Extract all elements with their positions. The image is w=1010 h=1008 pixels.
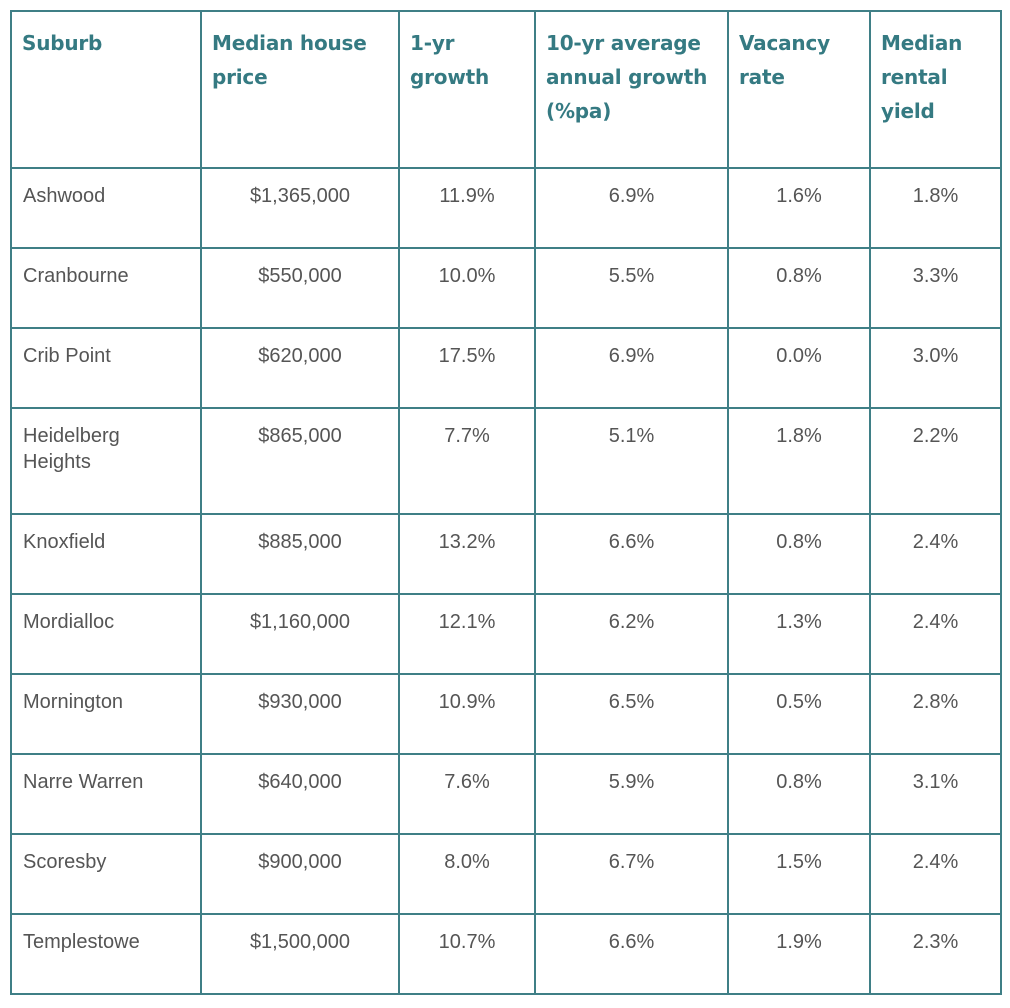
cell-rental-yield: 3.0% bbox=[869, 327, 1002, 409]
cell-suburb: Ashwood bbox=[10, 167, 202, 249]
cell-suburb: Heidelberg Heights bbox=[10, 407, 202, 515]
table-row: Ashwood $1,365,000 11.9% 6.9% 1.6% 1.8% bbox=[10, 167, 1002, 249]
cell-10yr-growth: 5.1% bbox=[534, 407, 729, 515]
cell-median-house-price: $620,000 bbox=[200, 327, 400, 409]
table-header: Suburb Median house price 1-yr growth 10… bbox=[10, 10, 1002, 169]
table-row: Mornington $930,000 10.9% 6.5% 0.5% 2.8% bbox=[10, 673, 1002, 755]
cell-vacancy-rate: 0.0% bbox=[727, 327, 871, 409]
cell-vacancy-rate: 0.8% bbox=[727, 753, 871, 835]
cell-median-house-price: $640,000 bbox=[200, 753, 400, 835]
cell-10yr-growth: 5.9% bbox=[534, 753, 729, 835]
table-row: Narre Warren $640,000 7.6% 5.9% 0.8% 3.1… bbox=[10, 753, 1002, 835]
cell-suburb: Templestowe bbox=[10, 913, 202, 995]
cell-1yr-growth: 11.9% bbox=[398, 167, 536, 249]
header-vacancy-rate: Vacancy rate bbox=[727, 10, 871, 169]
table-row: Knoxfield $885,000 13.2% 6.6% 0.8% 2.4% bbox=[10, 513, 1002, 595]
header-median-house-price: Median house price bbox=[200, 10, 400, 169]
cell-10yr-growth: 6.5% bbox=[534, 673, 729, 755]
cell-1yr-growth: 13.2% bbox=[398, 513, 536, 595]
cell-1yr-growth: 7.6% bbox=[398, 753, 536, 835]
header-suburb: Suburb bbox=[10, 10, 202, 169]
header-median-rental-yield: Median rental yield bbox=[869, 10, 1002, 169]
cell-rental-yield: 2.2% bbox=[869, 407, 1002, 515]
cell-vacancy-rate: 0.8% bbox=[727, 513, 871, 595]
cell-vacancy-rate: 1.9% bbox=[727, 913, 871, 995]
cell-10yr-growth: 6.7% bbox=[534, 833, 729, 915]
cell-rental-yield: 2.4% bbox=[869, 593, 1002, 675]
table-row: Cranbourne $550,000 10.0% 5.5% 0.8% 3.3% bbox=[10, 247, 1002, 329]
cell-suburb: Knoxfield bbox=[10, 513, 202, 595]
cell-rental-yield: 2.4% bbox=[869, 833, 1002, 915]
cell-vacancy-rate: 1.8% bbox=[727, 407, 871, 515]
cell-10yr-growth: 5.5% bbox=[534, 247, 729, 329]
cell-suburb: Narre Warren bbox=[10, 753, 202, 835]
cell-10yr-growth: 6.6% bbox=[534, 913, 729, 995]
cell-10yr-growth: 6.9% bbox=[534, 167, 729, 249]
cell-median-house-price: $1,160,000 bbox=[200, 593, 400, 675]
cell-rental-yield: 2.4% bbox=[869, 513, 1002, 595]
cell-suburb: Crib Point bbox=[10, 327, 202, 409]
cell-suburb: Cranbourne bbox=[10, 247, 202, 329]
cell-vacancy-rate: 0.8% bbox=[727, 247, 871, 329]
cell-median-house-price: $550,000 bbox=[200, 247, 400, 329]
table-body: Ashwood $1,365,000 11.9% 6.9% 1.6% 1.8% … bbox=[10, 167, 1002, 995]
cell-1yr-growth: 10.0% bbox=[398, 247, 536, 329]
cell-rental-yield: 2.3% bbox=[869, 913, 1002, 995]
cell-median-house-price: $900,000 bbox=[200, 833, 400, 915]
header-10yr-average-growth: 10-yr average annual growth (%pa) bbox=[534, 10, 729, 169]
header-row: Suburb Median house price 1-yr growth 10… bbox=[10, 10, 1002, 169]
cell-rental-yield: 3.1% bbox=[869, 753, 1002, 835]
cell-1yr-growth: 7.7% bbox=[398, 407, 536, 515]
cell-1yr-growth: 8.0% bbox=[398, 833, 536, 915]
cell-median-house-price: $865,000 bbox=[200, 407, 400, 515]
table-row: Scoresby $900,000 8.0% 6.7% 1.5% 2.4% bbox=[10, 833, 1002, 915]
table-row: Heidelberg Heights $865,000 7.7% 5.1% 1.… bbox=[10, 407, 1002, 515]
cell-10yr-growth: 6.9% bbox=[534, 327, 729, 409]
cell-rental-yield: 2.8% bbox=[869, 673, 1002, 755]
table-row: Crib Point $620,000 17.5% 6.9% 0.0% 3.0% bbox=[10, 327, 1002, 409]
header-1yr-growth: 1-yr growth bbox=[398, 10, 536, 169]
cell-1yr-growth: 12.1% bbox=[398, 593, 536, 675]
table-row: Mordialloc $1,160,000 12.1% 6.2% 1.3% 2.… bbox=[10, 593, 1002, 675]
cell-vacancy-rate: 1.6% bbox=[727, 167, 871, 249]
cell-suburb: Mordialloc bbox=[10, 593, 202, 675]
table-row: Templestowe $1,500,000 10.7% 6.6% 1.9% 2… bbox=[10, 913, 1002, 995]
cell-suburb: Scoresby bbox=[10, 833, 202, 915]
cell-10yr-growth: 6.6% bbox=[534, 513, 729, 595]
cell-median-house-price: $1,365,000 bbox=[200, 167, 400, 249]
cell-median-house-price: $930,000 bbox=[200, 673, 400, 755]
cell-median-house-price: $1,500,000 bbox=[200, 913, 400, 995]
cell-10yr-growth: 6.2% bbox=[534, 593, 729, 675]
cell-vacancy-rate: 1.3% bbox=[727, 593, 871, 675]
suburb-data-table: Suburb Median house price 1-yr growth 10… bbox=[10, 10, 1002, 995]
cell-1yr-growth: 10.7% bbox=[398, 913, 536, 995]
cell-rental-yield: 3.3% bbox=[869, 247, 1002, 329]
cell-vacancy-rate: 1.5% bbox=[727, 833, 871, 915]
cell-suburb: Mornington bbox=[10, 673, 202, 755]
cell-vacancy-rate: 0.5% bbox=[727, 673, 871, 755]
cell-median-house-price: $885,000 bbox=[200, 513, 400, 595]
cell-1yr-growth: 17.5% bbox=[398, 327, 536, 409]
cell-1yr-growth: 10.9% bbox=[398, 673, 536, 755]
cell-rental-yield: 1.8% bbox=[869, 167, 1002, 249]
